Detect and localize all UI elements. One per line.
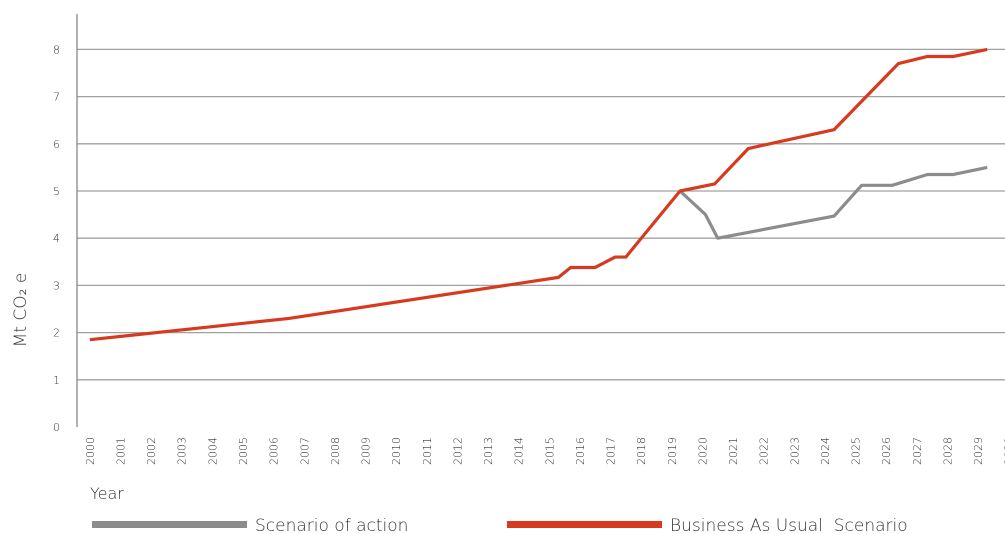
x-tick-label: 2000: [84, 437, 97, 465]
y-tick-label: 0: [53, 421, 60, 434]
x-tick-label: 2001: [114, 437, 127, 465]
x-tick-label: 2007: [298, 437, 311, 465]
x-tick-label: 2029: [972, 437, 985, 465]
series-line: [678, 165, 988, 240]
y-tick-label: 2: [53, 327, 60, 340]
legend-swatch: [92, 521, 247, 528]
x-tick-label: 2027: [911, 437, 924, 465]
x-tick-label: 2030: [1003, 437, 1005, 465]
x-tick-label: 2011: [421, 437, 434, 465]
x-tick-label: 2009: [360, 437, 373, 465]
y-tick-label: 4: [53, 232, 60, 245]
y-tick-label: 8: [53, 43, 60, 56]
x-tick-label: 2026: [880, 437, 893, 465]
x-tick-label: 2006: [268, 437, 281, 465]
x-tick-label: 2014: [513, 437, 526, 465]
x-tick-label: 2023: [788, 437, 801, 465]
x-tick-label: 2022: [758, 437, 771, 465]
x-tick-label: 2002: [145, 437, 158, 465]
x-axis-label: Year: [90, 484, 124, 503]
x-tick-label: 2004: [206, 437, 219, 465]
x-tick-label: 2013: [482, 437, 495, 465]
x-tick-label: 2018: [635, 437, 648, 465]
x-tick-label: 2021: [727, 437, 740, 465]
x-tick-label: 2019: [666, 437, 679, 465]
series-line: [89, 47, 988, 342]
y-tick-label: 1: [53, 374, 60, 387]
y-tick-label: 5: [53, 185, 60, 198]
x-tick-label: 2005: [237, 437, 250, 465]
x-tick-label: 2016: [574, 437, 587, 465]
x-tick-label: 2024: [819, 437, 832, 465]
x-tick-label: 2028: [941, 437, 954, 465]
y-tick-label: 7: [53, 91, 60, 104]
x-tick-label: 2012: [451, 437, 464, 465]
x-tick-label: 2015: [543, 437, 556, 465]
x-tick-label: 2003: [176, 437, 189, 465]
legend-label: Business As Usual Scenario: [670, 516, 908, 534]
legend-swatch: [507, 521, 662, 528]
y-tick-label: 6: [53, 138, 60, 151]
x-tick-label: 2025: [850, 437, 863, 465]
x-tick-label: 2017: [605, 437, 618, 465]
y-axis-label: Mt CO₂ e: [11, 273, 31, 348]
y-tick-label: 3: [53, 279, 60, 292]
legend-label: Scenario of action: [255, 516, 408, 534]
x-tick-label: 2008: [329, 437, 342, 465]
x-tick-label: 2010: [390, 437, 403, 465]
x-tick-label: 2020: [696, 437, 709, 465]
